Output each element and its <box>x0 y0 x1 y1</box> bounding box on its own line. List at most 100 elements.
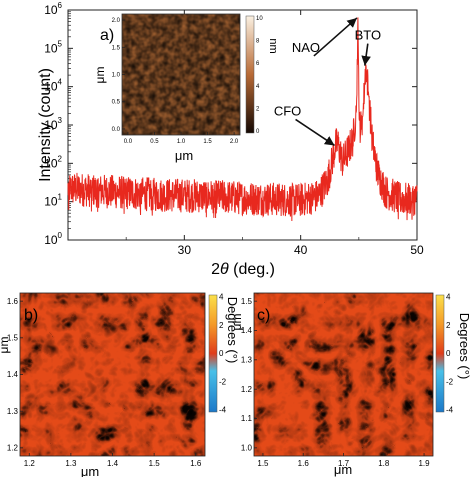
map-y-tick-label: 1.1 <box>241 414 253 423</box>
map-y-tick-label: 0.0 <box>112 127 121 133</box>
xrd-x-axis-label-symbol: θ <box>220 261 229 278</box>
xrd-annotation-bto: BTO <box>355 28 382 43</box>
map-y-tick-label: 1.3 <box>241 355 253 364</box>
phase-map-b-blue <box>20 293 205 456</box>
map-y-tick-label: 1.2 <box>241 385 253 394</box>
phase-b-x-axis-label: μm <box>81 464 99 477</box>
colorbar-tick-label: -4 <box>446 406 454 415</box>
xrd-y-tick-exp: 3 <box>58 116 63 125</box>
colorbar-tick-label: 2 <box>219 321 224 330</box>
map-y-tick-label: 1.0 <box>112 73 121 79</box>
phase-b-colorbar-ticks: 4 2 0 -2 -4 <box>219 293 227 415</box>
xrd-annotations: CFO NAO BTO <box>274 17 382 147</box>
xrd-annotation-arrow <box>361 43 371 66</box>
xrd-annotation-arrow <box>295 118 336 147</box>
afm-colorbar-ticks: 10 8 6 4 2 0 <box>256 16 263 135</box>
map-y-tick-label: 1.3 <box>7 407 19 416</box>
colorbar-tick-label: 2 <box>446 321 451 330</box>
xrd-x-axis-label: 2θ (deg.) <box>211 261 275 278</box>
map-x-tick-label: 1.3 <box>65 459 77 468</box>
afm-topography-texture <box>122 14 240 135</box>
xrd-y-tick-label: 104 <box>44 78 62 94</box>
xrd-annotation-arrow <box>313 17 358 57</box>
xrd-y-tick-label: 106 <box>44 1 62 17</box>
xrd-y-tick-base: 10 <box>44 3 58 17</box>
colorbar-tick-label: -4 <box>219 406 227 415</box>
xrd-y-tick-base: 10 <box>44 41 58 55</box>
map-x-tick-label: 1.6 <box>298 459 310 468</box>
colorbar-tick-label: 0 <box>256 129 260 135</box>
map-y-tick-label: 1.5 <box>7 333 19 342</box>
map-x-tick-label: 1.5 <box>257 459 269 468</box>
xrd-y-tick-label: 102 <box>44 154 62 170</box>
panel-label-b: b) <box>24 307 38 324</box>
xrd-y-tick-base: 10 <box>44 156 58 170</box>
colorbar-tick-label: -2 <box>446 377 454 386</box>
map-x-tick-label: 1.5 <box>203 139 212 145</box>
map-y-tick-label: 1.2 <box>7 444 19 453</box>
phase-panel-c: c) 1.5 1.6 1.7 1.8 1.91.01.11.21.31.41.5 μm … <box>230 292 472 477</box>
phase-c-axis-ticks: 1.5 1.6 1.7 1.8 1.9 1.0 1.1 1.2 1.3 1.4 1.5 <box>241 297 430 468</box>
xrd-y-tick-exp: 0 <box>58 231 63 240</box>
colorbar-tick-label: -2 <box>219 377 227 386</box>
map-y-tick-label: 1.6 <box>7 297 19 306</box>
colorbar-tick-label: 10 <box>256 16 263 22</box>
afm-y-axis-label: μm <box>93 67 107 84</box>
xrd-y-tick-base: 10 <box>44 233 58 247</box>
xrd-y-tick-exp: 5 <box>58 39 63 48</box>
xrd-y-tick-label: 101 <box>44 193 62 209</box>
colorbar-tick-label: 4 <box>219 293 224 302</box>
afm-inset: a) μm μm 0.0 0.5 1.0 1.5 2.00.00.51.01.52.0 … <box>93 13 279 163</box>
map-y-tick-label: 1.0 <box>241 444 253 453</box>
xrd-annotation-cfo: CFO <box>274 103 301 118</box>
afm-colorbar <box>245 15 255 134</box>
map-x-tick-label: 1.9 <box>418 459 430 468</box>
colorbar-tick-label: 2 <box>256 106 260 112</box>
xrd-x-axis: 30 40 50 <box>125 10 424 257</box>
colorbar-tick-label: 8 <box>256 39 260 45</box>
phase-c-colorbar-label: Degrees (°) <box>457 313 472 380</box>
phase-c-colorbar <box>435 294 445 413</box>
xrd-series-line <box>67 17 418 222</box>
colorbar-tick-label: 0 <box>446 349 451 358</box>
map-x-tick-label: 1.5 <box>149 459 161 468</box>
afm-x-axis-label: μm <box>175 148 193 163</box>
xrd-annotation-nao: NAO <box>292 40 320 55</box>
colorbar-tick-label: 6 <box>256 61 260 67</box>
xrd-y-tick-exp: 1 <box>58 193 63 202</box>
phase-c-colorbar-ticks: 4 2 0 -2 -4 <box>446 293 454 415</box>
afm-colorbar-label: nm <box>267 38 279 53</box>
phase-b-colorbar-label: Degrees (°) <box>225 297 240 364</box>
xrd-y-tick-label: 100 <box>44 231 62 247</box>
colorbar-tick-label: 4 <box>446 293 451 302</box>
map-x-tick-label: 1.0 <box>177 139 186 145</box>
xrd-y-tick-label: 103 <box>44 116 62 132</box>
phase-b-colorbar <box>208 294 218 413</box>
xrd-x-tick-label: 30 <box>178 243 192 257</box>
phase-b-y-axis-label: μm <box>0 337 11 354</box>
xrd-y-tick-label: 105 <box>44 39 62 55</box>
map-x-tick-label: 1.8 <box>378 459 390 468</box>
xrd-y-tick-exp: 2 <box>58 154 63 163</box>
xrd-y-axis-label: Intensity (count) <box>37 68 54 182</box>
phase-c-x-axis-label: μm <box>334 462 352 477</box>
map-x-tick-label: 2.0 <box>230 139 239 145</box>
xrd-y-tick-exp: 4 <box>58 78 63 87</box>
panel-label-c: c) <box>257 307 270 324</box>
map-y-tick-label: 2.0 <box>112 18 121 24</box>
xrd-y-tick-base: 10 <box>44 195 58 209</box>
map-x-tick-label: 1.7 <box>338 459 350 468</box>
colorbar-tick-label: 0 <box>219 349 224 358</box>
xrd-x-tick-label: 50 <box>410 243 424 257</box>
map-y-tick-label: 1.5 <box>112 45 121 51</box>
map-y-tick-label: 1.4 <box>241 326 253 335</box>
phase-b-axis-ticks: 1.2 1.3 1.4 1.5 1.6 1.2 1.3 1.4 1.5 1.6 <box>7 297 202 468</box>
phase-map-c-blue <box>254 293 433 456</box>
phase-panel-b: b) 1.2 1.3 1.4 1.5 1.61.21.31.41.51.6 μm μm … <box>0 292 240 477</box>
map-x-tick-label: 1.4 <box>107 459 119 468</box>
map-y-tick-label: 0.5 <box>112 100 121 106</box>
map-x-tick-label: 1.2 <box>24 459 36 468</box>
xrd-x-axis-label-suffix: (deg.) <box>229 261 275 278</box>
